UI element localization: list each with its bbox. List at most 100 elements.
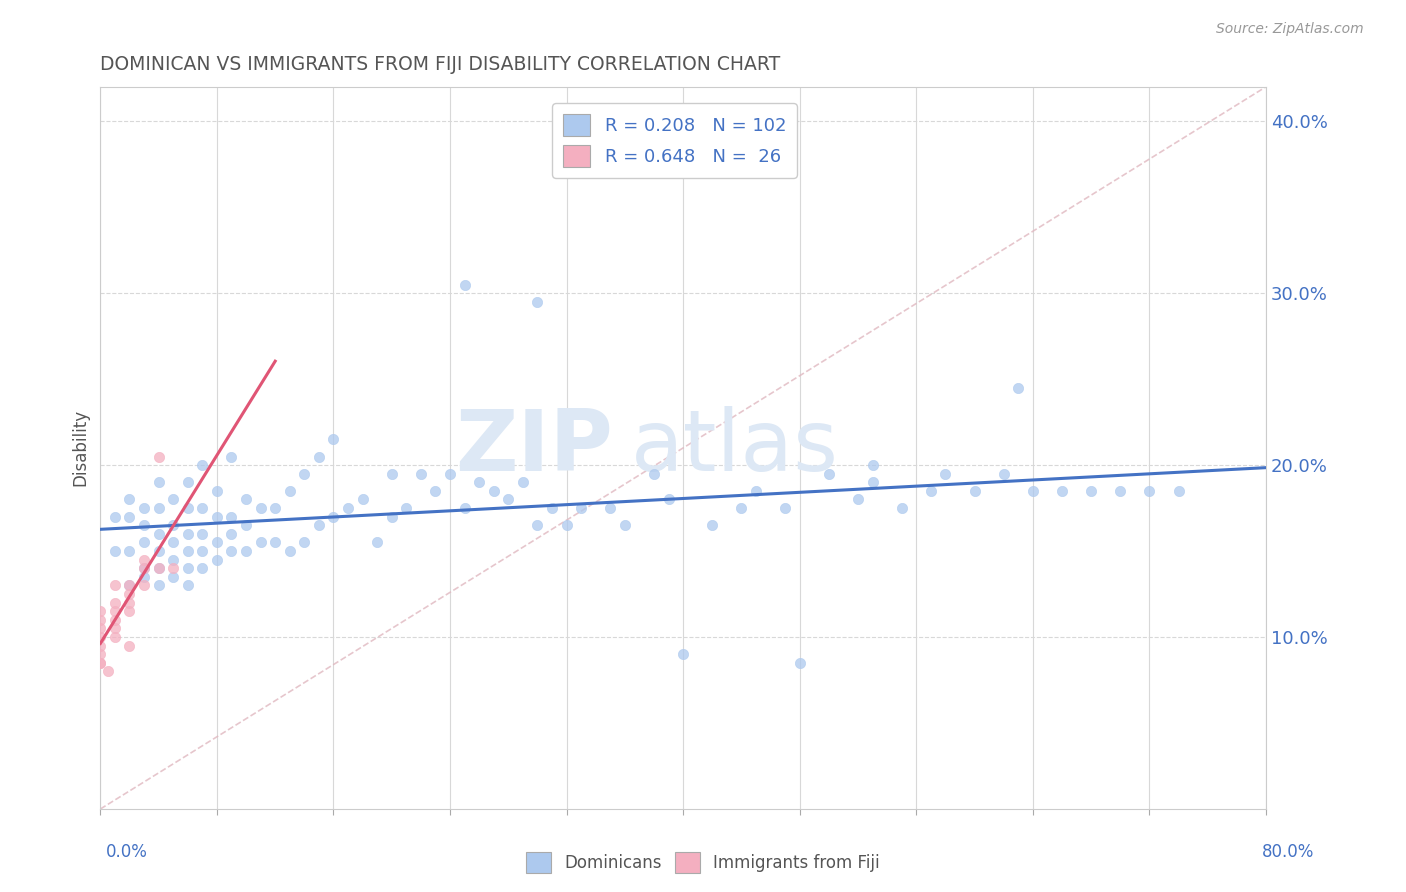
Point [1139,483,1161,498]
Point [104,613,127,627]
Point [132,570,155,584]
Point [541,501,564,516]
Point [498,492,520,507]
Point [920,483,942,498]
Point [221,544,243,558]
Point [278,483,301,498]
Point [162,518,184,533]
Point [118,544,141,558]
Point [104,604,127,618]
Point [104,578,127,592]
Point [148,561,170,575]
Point [846,492,869,507]
Point [890,501,912,516]
Point [963,483,986,498]
Point [453,501,475,516]
Point [191,544,214,558]
Point [322,432,344,446]
Point [104,596,127,610]
Point [730,501,752,516]
Point [613,518,636,533]
Point [89,656,111,670]
Point [409,467,432,481]
Point [308,518,330,533]
Point [132,501,155,516]
Point [789,656,811,670]
Point [162,492,184,507]
Point [89,613,111,627]
Point [148,527,170,541]
Point [745,483,768,498]
Point [148,501,170,516]
Point [191,501,214,516]
Point [278,544,301,558]
Text: DOMINICAN VS IMMIGRANTS FROM FIJI DISABILITY CORRELATION CHART: DOMINICAN VS IMMIGRANTS FROM FIJI DISABI… [100,55,780,74]
Point [308,450,330,464]
Point [89,656,111,670]
Point [221,509,243,524]
Legend: R = 0.208   N = 102, R = 0.648   N =  26: R = 0.208 N = 102, R = 0.648 N = 26 [553,103,797,178]
Point [104,509,127,524]
Point [132,578,155,592]
Text: ZIP: ZIP [456,407,613,490]
Point [205,483,228,498]
Point [177,544,200,558]
Point [191,561,214,575]
Point [1007,381,1029,395]
Point [1167,483,1189,498]
Point [132,535,155,549]
Point [249,501,271,516]
Point [162,570,184,584]
Point [658,492,681,507]
Point [118,604,141,618]
Point [292,467,315,481]
Point [235,544,257,558]
Point [453,277,475,292]
Point [177,475,200,490]
Point [1050,483,1073,498]
Point [132,561,155,575]
Point [643,467,665,481]
Point [162,552,184,566]
Point [191,527,214,541]
Point [89,604,111,618]
Point [862,458,884,472]
Point [221,527,243,541]
Point [993,467,1015,481]
Point [205,509,228,524]
Point [235,492,257,507]
Point [177,578,200,592]
Point [118,587,141,601]
Point [235,518,257,533]
Point [89,647,111,661]
Point [672,647,695,661]
Point [773,501,796,516]
Point [1080,483,1102,498]
Point [425,483,447,498]
Point [148,578,170,592]
Point [934,467,956,481]
Point [569,501,592,516]
Point [118,578,141,592]
Point [264,535,287,549]
Point [97,665,120,679]
Point [249,535,271,549]
Point [148,544,170,558]
Point [162,561,184,575]
Point [381,467,404,481]
Point [118,639,141,653]
Text: Source: ZipAtlas.com: Source: ZipAtlas.com [1216,22,1364,37]
Point [148,475,170,490]
Point [322,509,344,524]
Point [381,509,404,524]
Point [89,622,111,636]
Point [89,630,111,644]
Point [132,518,155,533]
Point [512,475,534,490]
Point [205,535,228,549]
Point [132,552,155,566]
Point [352,492,374,507]
Point [337,501,360,516]
Point [104,630,127,644]
Point [148,561,170,575]
